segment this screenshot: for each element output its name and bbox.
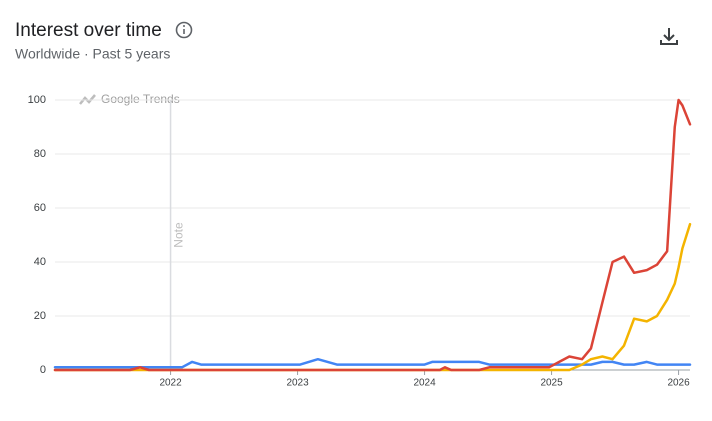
x-tick-label: 2022 — [159, 378, 182, 389]
y-tick-label: 100 — [28, 94, 46, 106]
info-icon[interactable] — [175, 21, 193, 39]
y-tick-label: 20 — [34, 310, 46, 322]
x-tick-label: 2025 — [540, 378, 563, 389]
series-line — [53, 357, 692, 369]
y-tick-label: 80 — [34, 148, 46, 160]
y-tick-label: 40 — [34, 256, 46, 268]
download-icon[interactable] — [660, 28, 678, 45]
y-tick-label: 0 — [40, 364, 46, 376]
y-tick-label: 60 — [34, 202, 46, 214]
chart-subtitle: Worldwide · Past 5 years — [15, 46, 170, 62]
annotation-label: Note — [172, 222, 186, 248]
watermark-text: Google Trends — [101, 92, 180, 106]
chart-title: Interest over time — [15, 20, 162, 41]
x-tick-label: 2026 — [667, 378, 690, 389]
x-tick-label: 2024 — [413, 378, 436, 389]
x-tick-label: 2023 — [286, 378, 309, 389]
series-line — [53, 98, 692, 372]
